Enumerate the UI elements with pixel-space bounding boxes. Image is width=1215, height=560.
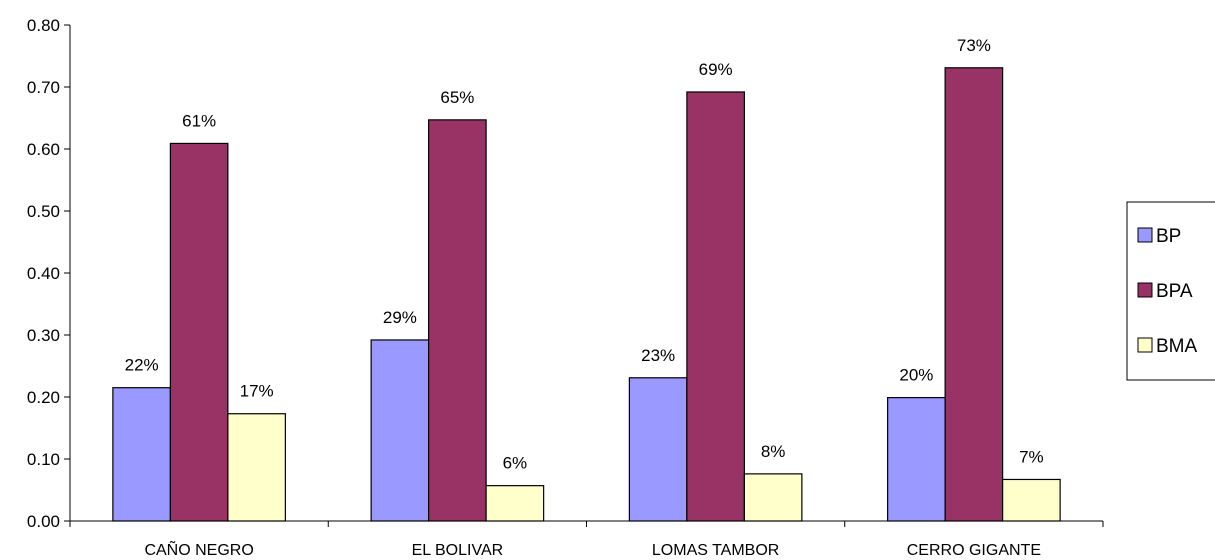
y-tick-label-5: 0.50 xyxy=(27,202,60,221)
x-tick-label-1: CAÑO NEGRO xyxy=(144,539,253,559)
bar-bp-4 xyxy=(887,397,946,522)
bars-group xyxy=(112,67,1061,522)
bar-bma-2 xyxy=(485,485,545,522)
bar-bma-3 xyxy=(743,473,803,522)
y-tick-label-6: 0.60 xyxy=(27,140,60,159)
bar-bpa-2 xyxy=(428,119,487,522)
legend-label-bma: BMA xyxy=(1156,336,1198,357)
y-tick-label-7: 0.70 xyxy=(27,78,60,97)
bar-bma-4 xyxy=(1002,478,1061,522)
bar-bp-1 xyxy=(112,387,171,522)
data-labels-group: 22% 61% 17% 29% 65% 6% 23% 69% 8% 20% 73% 7% xyxy=(125,36,1044,473)
legend-label-bpa: BPA xyxy=(1156,281,1193,302)
bar-bpa-1 xyxy=(169,142,229,522)
bar-bp-2 xyxy=(370,339,430,522)
bar-bpa-4 xyxy=(944,67,1004,522)
x-tick-label-2: EL BOLIVAR xyxy=(412,542,504,559)
bar-bma-1 xyxy=(227,413,286,522)
x-tick-label-3: LOMAS TAMBOR xyxy=(652,542,779,559)
data-label-bpa-4: 73% xyxy=(957,36,991,55)
data-label-bp-2: 29% xyxy=(383,308,417,327)
legend-swatch-bp xyxy=(1137,227,1153,243)
legend-swatch-bma xyxy=(1137,337,1153,353)
data-label-bp-3: 23% xyxy=(641,346,675,365)
data-label-bp-1: 22% xyxy=(125,356,159,375)
bar-bpa-3 xyxy=(686,91,745,522)
data-label-bma-2: 6% xyxy=(503,454,528,473)
legend-label-bp: BP xyxy=(1156,226,1181,247)
y-tick-label-4: 0.40 xyxy=(27,264,60,283)
axes-group: 0.00 0.10 0.20 0.30 0.40 0.50 0.60 0.70 0.80 CAÑO… xyxy=(27,16,1104,559)
data-label-bpa-1: 61% xyxy=(182,111,216,130)
data-label-bma-3: 8% xyxy=(761,442,786,461)
data-label-bp-4: 20% xyxy=(899,366,933,385)
data-label-bpa-3: 69% xyxy=(699,60,733,79)
data-label-bma-1: 17% xyxy=(240,382,274,401)
y-tick-label-2: 0.20 xyxy=(27,388,60,407)
y-tick-label-1: 0.10 xyxy=(27,450,60,469)
y-tick-label-8: 0.80 xyxy=(27,16,60,35)
y-tick-label-0: 0.00 xyxy=(27,512,60,531)
data-label-bpa-2: 65% xyxy=(440,88,474,107)
legend-swatch-bpa xyxy=(1137,282,1153,298)
x-tick-label-4: CERRO GIGANTE xyxy=(907,542,1041,559)
legend: BP BPA BMA xyxy=(1126,201,1215,381)
bar-bp-3 xyxy=(628,377,688,522)
y-tick-label-3: 0.30 xyxy=(27,326,60,345)
data-label-bma-4: 7% xyxy=(1019,447,1044,466)
